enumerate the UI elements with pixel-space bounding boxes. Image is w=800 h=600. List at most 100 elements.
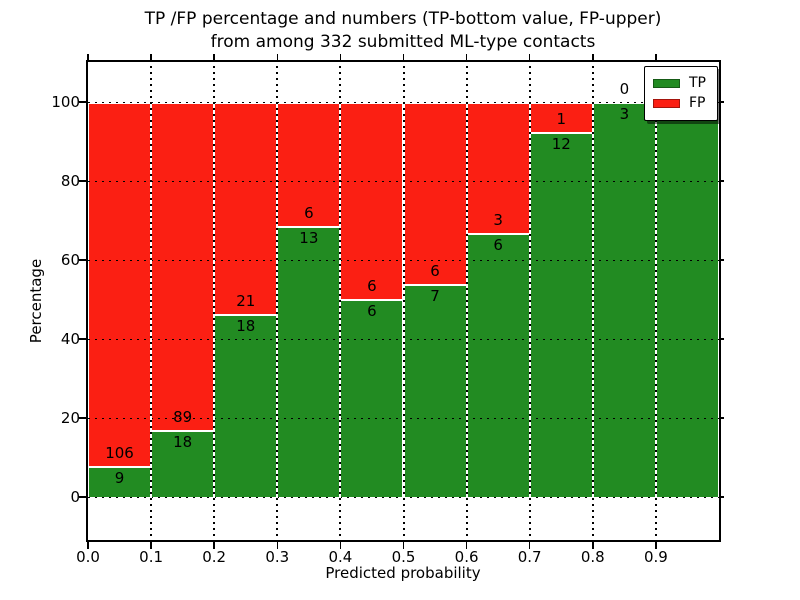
y-tick-right-60	[721, 259, 724, 261]
x-tick-0.7	[528, 542, 531, 549]
bar-label-tp-3: 13	[299, 229, 319, 248]
chart-title-line-1: TP /FP percentage and numbers (TP-bottom…	[144, 9, 662, 29]
x-tick-label-5: 0.5	[391, 548, 416, 566]
bar-segment-tp-2	[214, 314, 278, 497]
legend-swatch-fp	[653, 98, 680, 108]
x-tick-top-0.2	[213, 54, 215, 60]
x-tick-label-1: 0.1	[139, 548, 164, 566]
y-tick-right-100	[721, 101, 724, 103]
y-tick-label-2: 40	[60, 329, 80, 348]
bar-label-fp-8: 0	[619, 79, 630, 98]
x-axis-label: Predicted probability	[325, 564, 481, 582]
y-tick-right-0	[721, 496, 724, 498]
legend-swatch-tp	[653, 78, 680, 88]
x-tick-label-0: 0.0	[76, 548, 100, 566]
y-tick-label-0: 0	[70, 487, 80, 506]
bar-segment-tp-5	[403, 284, 467, 497]
bar-label-fp-5: 6	[430, 262, 440, 280]
chart-title: TP /FP percentage and numbers (TP-bottom…	[145, 8, 662, 54]
chart-title-line-2: from among 332 submitted ML-type contact…	[210, 32, 596, 52]
v-gridline-0.2	[213, 62, 216, 540]
bar-segment-tp-7	[529, 131, 593, 497]
bar-segment-fp-4	[340, 101, 404, 300]
x-tick-top-0.4	[339, 54, 342, 60]
x-tick-label-2: 0.2	[202, 548, 227, 566]
y-tick-right-20	[721, 417, 724, 419]
x-tick-label-7: 0.7	[517, 548, 542, 566]
x-tick-top-0.3	[276, 54, 279, 60]
bar-segment-fp-0	[88, 101, 152, 466]
bar-label-tp-5: 7	[430, 287, 440, 305]
v-gridline-0.8	[591, 62, 594, 540]
x-tick-0.5	[402, 542, 405, 549]
x-tick-0.0	[87, 542, 89, 549]
bar-segment-tp-8	[592, 101, 656, 497]
x-tick-top-0.9	[655, 54, 657, 60]
y-tick-label-1: 20	[60, 408, 80, 427]
bar-label-fp-4: 6	[367, 277, 377, 296]
x-tick-0.8	[592, 542, 594, 549]
y-tick-0	[79, 496, 86, 498]
bar-label-tp-2: 18	[236, 317, 256, 336]
x-tick-label-3: 0.3	[265, 548, 290, 566]
y-tick-100	[79, 101, 86, 103]
bar-label-tp-6: 6	[493, 236, 503, 255]
y-tick-20	[79, 417, 86, 419]
legend: TP FP	[644, 66, 718, 121]
y-tick-40	[79, 338, 86, 340]
bar-segment-tp-0	[88, 465, 152, 497]
x-tick-top-0.5	[402, 54, 405, 60]
x-tick-0.6	[465, 542, 468, 549]
x-tick-0.1	[150, 542, 152, 549]
bar-label-fp-6: 3	[493, 211, 503, 230]
bar-segment-tp-1	[151, 430, 215, 497]
bar-segment-tp-3	[277, 226, 341, 497]
bar-label-tp-0: 9	[114, 468, 125, 487]
x-tick-label-6: 0.6	[454, 548, 479, 566]
bar-label-fp-1: 89	[173, 408, 193, 427]
bar-label-fp-3: 6	[304, 204, 314, 223]
y-tick-80	[79, 180, 86, 182]
v-gridline-0.1	[150, 62, 153, 540]
y-tick-right-40	[721, 338, 724, 340]
x-tick-label-9: 0.9	[643, 548, 668, 566]
plot-area: TP FP 1069891821186136667361120320204060…	[51, 54, 724, 566]
x-tick-0.4	[339, 542, 342, 549]
bar-segment-tp-6	[466, 233, 530, 497]
v-gridline-0.3	[276, 62, 279, 540]
bar-label-tp-8: 3	[619, 104, 630, 123]
bar-segment-fp-5	[403, 101, 467, 284]
x-tick-label-4: 0.4	[328, 548, 353, 566]
x-tick-0.2	[213, 542, 215, 549]
x-tick-top-0.1	[150, 54, 152, 60]
v-gridline-0.7	[528, 62, 531, 540]
legend-entry-tp: TP	[653, 73, 709, 93]
y-tick-label-4: 80	[60, 171, 80, 190]
v-gridline-0.6	[465, 62, 468, 540]
x-tick-label-8: 0.8	[580, 548, 605, 566]
y-tick-60	[79, 259, 86, 261]
legend-label-fp: FP	[689, 95, 706, 111]
x-tick-top-0.8	[592, 54, 594, 60]
bar-segment-fp-7	[529, 101, 593, 132]
y-tick-label-3: 60	[60, 250, 80, 269]
bar-label-tp-1: 18	[173, 433, 193, 452]
bar-label-fp-2: 21	[236, 292, 256, 311]
bar-segment-tp-4	[340, 299, 404, 497]
x-tick-top-0.6	[465, 54, 468, 60]
bar-segment-fp-2	[214, 101, 278, 315]
x-tick-top-0.7	[528, 54, 531, 60]
legend-entry-fp: FP	[653, 93, 709, 113]
x-tick-0.3	[276, 542, 279, 549]
bar-segment-fp-6	[466, 101, 530, 234]
x-tick-0.9	[655, 542, 657, 549]
y-tick-label-5: 100	[51, 92, 80, 111]
bar-label-tp-7: 12	[551, 134, 571, 153]
v-gridline-0.5	[402, 62, 405, 540]
bar-label-tp-4: 6	[367, 302, 377, 321]
bar-segment-tp-9	[655, 101, 719, 497]
x-tick-top-0.0	[87, 54, 89, 60]
v-gridline-0.4	[339, 62, 342, 540]
legend-label-tp: TP	[689, 75, 706, 91]
